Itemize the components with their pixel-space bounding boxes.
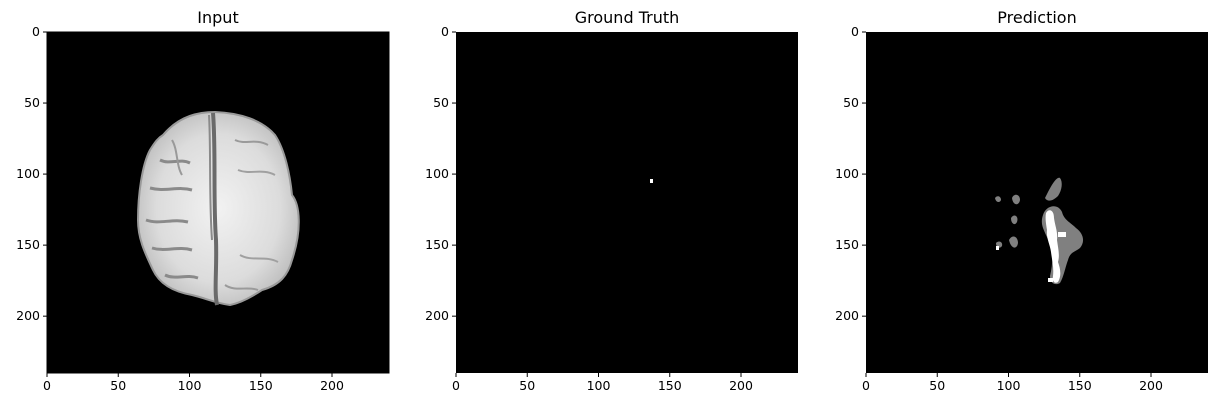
image-area [866, 32, 1208, 373]
y-tick-label: 50 [24, 95, 40, 110]
x-tick-label: 200 [729, 378, 753, 393]
y-tick-label: 200 [835, 308, 859, 323]
x-tick-label: 150 [1068, 378, 1092, 393]
y-tick-label: 200 [425, 308, 449, 323]
x-tick-label: 200 [1139, 378, 1163, 393]
x-tick-label: 100 [178, 378, 202, 393]
x-tick-label: 200 [320, 378, 344, 393]
y-tick-label: 100 [425, 166, 449, 181]
x-tick-label: 100 [587, 378, 611, 393]
x-tick-label: 0 [452, 378, 460, 393]
x-tick-label: 150 [658, 378, 682, 393]
y-tick-label: 100 [835, 166, 859, 181]
panel-input: Input [46, 8, 390, 374]
panel-title: Prediction [997, 8, 1076, 27]
prediction-mask [995, 177, 1084, 285]
y-tick-label: 0 [851, 24, 859, 39]
y-tick-label: 150 [835, 237, 859, 252]
y-tick-label: 0 [32, 24, 40, 39]
x-tick-label: 50 [519, 378, 535, 393]
y-tick-label: 100 [16, 166, 40, 181]
ground-truth-spot [650, 179, 653, 183]
y-tick-label: 150 [16, 237, 40, 252]
x-tick-label: 50 [110, 378, 126, 393]
panel-title: Input [197, 8, 238, 27]
x-tick-label: 100 [997, 378, 1021, 393]
y-tick-label: 0 [441, 24, 449, 39]
panel-ground-truth: Ground Truth [456, 8, 798, 373]
y-tick-label: 50 [843, 95, 859, 110]
y-tick-label: 50 [433, 95, 449, 110]
y-tick-label: 150 [425, 237, 449, 252]
image-area [456, 32, 798, 373]
brain-scan [136, 110, 300, 307]
axes-ticks: 0 50 100 150 200 0 50 100 150 200 0 50 100 150 200 0 50 1… [16, 24, 1163, 393]
panel-prediction: Prediction [866, 8, 1208, 373]
x-tick-label: 0 [43, 378, 51, 393]
x-tick-label: 50 [929, 378, 945, 393]
y-tick-label: 200 [16, 308, 40, 323]
frame [46, 31, 390, 374]
x-tick-label: 150 [249, 378, 273, 393]
panel-title: Ground Truth [575, 8, 680, 27]
x-tick-label: 0 [862, 378, 870, 393]
